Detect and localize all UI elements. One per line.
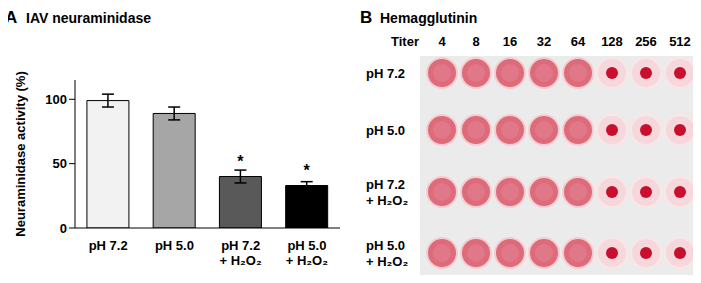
- svg-text:16: 16: [503, 34, 517, 49]
- svg-text:pH 5.0: pH 5.0: [366, 123, 405, 138]
- svg-text:Titer: Titer: [391, 34, 419, 49]
- svg-text:+ H₂O₂: + H₂O₂: [219, 253, 261, 268]
- svg-text:*: *: [237, 153, 244, 170]
- svg-text:100: 100: [45, 92, 67, 107]
- svg-text:4: 4: [438, 34, 446, 49]
- svg-text:pH 5.0: pH 5.0: [287, 238, 326, 253]
- svg-text:256: 256: [635, 34, 657, 49]
- svg-text:pH 7.2: pH 7.2: [89, 238, 128, 253]
- svg-text:0: 0: [60, 221, 67, 236]
- svg-text:+ H₂O₂: + H₂O₂: [366, 193, 408, 208]
- html-text:Hemagglutinin: Hemagglutinin: [380, 10, 478, 26]
- svg-text:50: 50: [53, 156, 67, 171]
- svg-text:*: *: [304, 162, 311, 179]
- svg-text:pH 7.2: pH 7.2: [366, 66, 405, 81]
- svg-text:pH 5.0: pH 5.0: [155, 238, 194, 253]
- svg-text:+ H₂O₂: + H₂O₂: [286, 253, 328, 268]
- svg-text:64: 64: [571, 34, 586, 49]
- svg-text:+ H₂O₂: + H₂O₂: [366, 254, 408, 269]
- html-text:IAV neuraminidase: IAV neuraminidase: [26, 10, 151, 26]
- svg-text:pH 5.0: pH 5.0: [366, 238, 405, 253]
- svg-text:pH 7.2: pH 7.2: [366, 177, 405, 192]
- svg-text:pH 7.2: pH 7.2: [221, 238, 260, 253]
- svg-text:32: 32: [537, 34, 551, 49]
- html-text:B: B: [360, 8, 373, 27]
- svg-text:512: 512: [669, 34, 691, 49]
- svg-text:128: 128: [601, 34, 623, 49]
- svg-text:Neuraminidase activity (%): Neuraminidase activity (%): [13, 71, 28, 236]
- html-text:A: A: [5, 8, 18, 27]
- svg-text:8: 8: [472, 34, 479, 49]
